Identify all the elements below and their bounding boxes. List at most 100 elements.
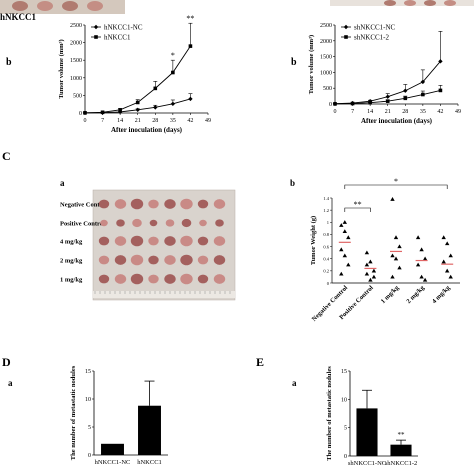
photo-row-label: Negative Control: [60, 202, 108, 209]
significance-marker: *: [394, 177, 398, 186]
tumor-specimen: [148, 274, 159, 284]
data-point: [368, 259, 373, 264]
x-tick-label: 49: [205, 118, 211, 124]
bar: [138, 405, 161, 455]
tumor-specimen: [114, 255, 127, 265]
tumor-specimen: [132, 218, 142, 228]
y-tick-label: 1000: [70, 76, 82, 82]
x-axis-label: After inoculation (days): [361, 117, 433, 125]
tumor-photo: Negative Control Positive Control 4 mg/kg 2…: [60, 189, 236, 301]
y-axis-label: The number of metastatic nodules: [70, 365, 77, 460]
photo-row-label: Positive Control: [60, 221, 105, 228]
y-tick-label: 1000: [320, 70, 332, 76]
data-point: [333, 102, 337, 106]
tumor-specimen: [215, 219, 224, 227]
y-tick-label: 1.2: [323, 208, 329, 213]
tumor-specimen: [98, 255, 110, 265]
data-point: [135, 107, 140, 113]
data-point: [390, 197, 395, 201]
data-point: [415, 235, 421, 240]
y-axis-label: Tumor volume (mm³): [58, 39, 65, 98]
data-point: [342, 253, 347, 258]
data-point: [118, 108, 122, 112]
data-point: [390, 274, 395, 279]
subpanel-label-a-d: a: [8, 378, 13, 388]
panel-label-c: C: [2, 149, 11, 163]
data-point: [448, 253, 453, 258]
growth-chart-left: 0 7 14 21 28 35 42 49 0 500 1000 1500 2000 2500 After …: [58, 14, 211, 134]
tumor-specimen: [164, 255, 176, 265]
significance-marker: **: [354, 200, 362, 209]
data-point: [153, 86, 158, 91]
tumor-specimen: [164, 199, 176, 209]
tumor-specimen: [130, 273, 144, 285]
data-point: [393, 235, 399, 240]
data-point: [339, 223, 344, 227]
tumor-specimen: [197, 255, 209, 265]
tumor-specimen: [116, 219, 125, 227]
y-tick-label: 2000: [320, 39, 332, 45]
tumor-specimen: [197, 199, 209, 209]
legend-label: shNKCC1-NC: [354, 24, 396, 32]
x-tick-label: 49: [455, 109, 461, 115]
top-photo-strip-right: [330, 0, 474, 6]
tumor-specimen: [213, 274, 226, 284]
data-point: [385, 94, 390, 99]
y-tick-label: 5: [344, 426, 347, 432]
y-tick-label: 5: [88, 425, 91, 431]
y-tick-label: 0: [344, 454, 347, 460]
x-tick-label: 42: [437, 109, 443, 115]
tumor-specimen: [98, 274, 110, 284]
bar: [101, 443, 124, 455]
tumor-specimen: [180, 198, 193, 210]
data-point: [368, 277, 373, 282]
data-point: [188, 44, 193, 48]
data-point: [390, 253, 395, 258]
subpanel-label-b-right: b: [291, 57, 297, 68]
photo-tray: [92, 189, 236, 301]
data-point: [364, 250, 370, 255]
tumor-specimen: [114, 199, 127, 209]
y-tick-label: 2500: [320, 23, 332, 29]
data-point: [419, 274, 424, 279]
x-tick-label: 35: [420, 109, 426, 115]
data-point: [422, 277, 428, 282]
x-tick-label: 42: [187, 118, 193, 124]
panel-label-e: E: [256, 355, 264, 369]
x-tick-label: 21: [385, 109, 391, 115]
tumor-specimen: [100, 219, 108, 227]
y-tick-label: 0.4: [323, 257, 329, 262]
tumor-specimen: [165, 219, 175, 227]
top-photo-strip-left: [0, 0, 125, 14]
x-tick-label: 7: [101, 118, 104, 124]
photo-row-label: 1 mg/kg: [60, 277, 83, 284]
data-point: [385, 99, 390, 103]
significance-marker: *: [171, 51, 175, 60]
y-tick-label: 0: [327, 281, 330, 286]
tumor-specimen: [130, 235, 144, 247]
tumor-specimen: [180, 235, 193, 247]
y-tick-label: 10: [85, 397, 91, 403]
growth-chart-right: 0 7 14 21 28 35 42 49 0 500 1000 1500 2000 2500 After …: [308, 23, 461, 125]
tumor-specimen: [180, 254, 193, 266]
y-tick-label: 1: [327, 220, 329, 225]
tumor-specimen: [98, 199, 110, 209]
photo-row-label: 4 mg/kg: [60, 239, 83, 246]
y-axis-label: Tumor volume (mm³): [308, 35, 315, 94]
data-point: [346, 235, 351, 240]
tumor-specimen: [114, 236, 127, 246]
top-strip-label: hNKCC1: [0, 12, 37, 22]
data-point: [445, 268, 450, 273]
subpanel-label-a-e: a: [292, 378, 297, 388]
legend-marker: [94, 35, 98, 39]
data-point: [350, 101, 355, 106]
data-point: [441, 259, 446, 264]
y-tick-label: 2000: [70, 41, 82, 47]
legend-label: hNKCC1-NC: [104, 24, 143, 32]
x-tick-label: 2 mg/kg: [405, 284, 426, 305]
x-tick-label: 0: [84, 118, 87, 124]
data-point: [397, 265, 402, 270]
data-point: [135, 100, 140, 105]
